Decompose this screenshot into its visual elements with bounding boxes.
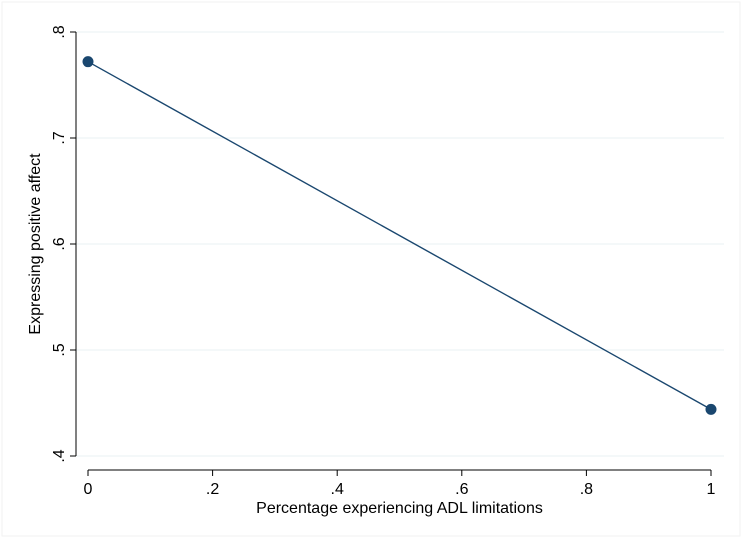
data-series <box>82 56 717 415</box>
data-point <box>82 56 94 68</box>
x-tick-label: .4 <box>331 481 344 498</box>
x-tick-label: 1 <box>707 481 716 498</box>
x-tick-label: .6 <box>455 481 468 498</box>
grid-lines <box>76 31 724 457</box>
x-tick-label: 0 <box>84 481 93 498</box>
y-tick-label: .8 <box>51 25 68 38</box>
y-tick-label: .7 <box>51 131 68 144</box>
y-tick-label: .4 <box>51 449 68 462</box>
y-axis-title: Expressing positive affect <box>27 153 44 335</box>
x-tick-label: .2 <box>206 481 219 498</box>
y-axis-ticks: .4 .5 .6 .7 .8 <box>51 25 76 463</box>
data-point <box>705 403 717 415</box>
y-tick-label: .5 <box>51 343 68 356</box>
series-line <box>87 61 712 410</box>
x-tick-label: .8 <box>580 481 593 498</box>
y-tick-label: .6 <box>51 237 68 250</box>
x-axis-ticks: 0 .2 .4 .6 .8 1 <box>84 470 716 498</box>
x-axis-title: Percentage experiencing ADL limitations <box>256 500 543 517</box>
